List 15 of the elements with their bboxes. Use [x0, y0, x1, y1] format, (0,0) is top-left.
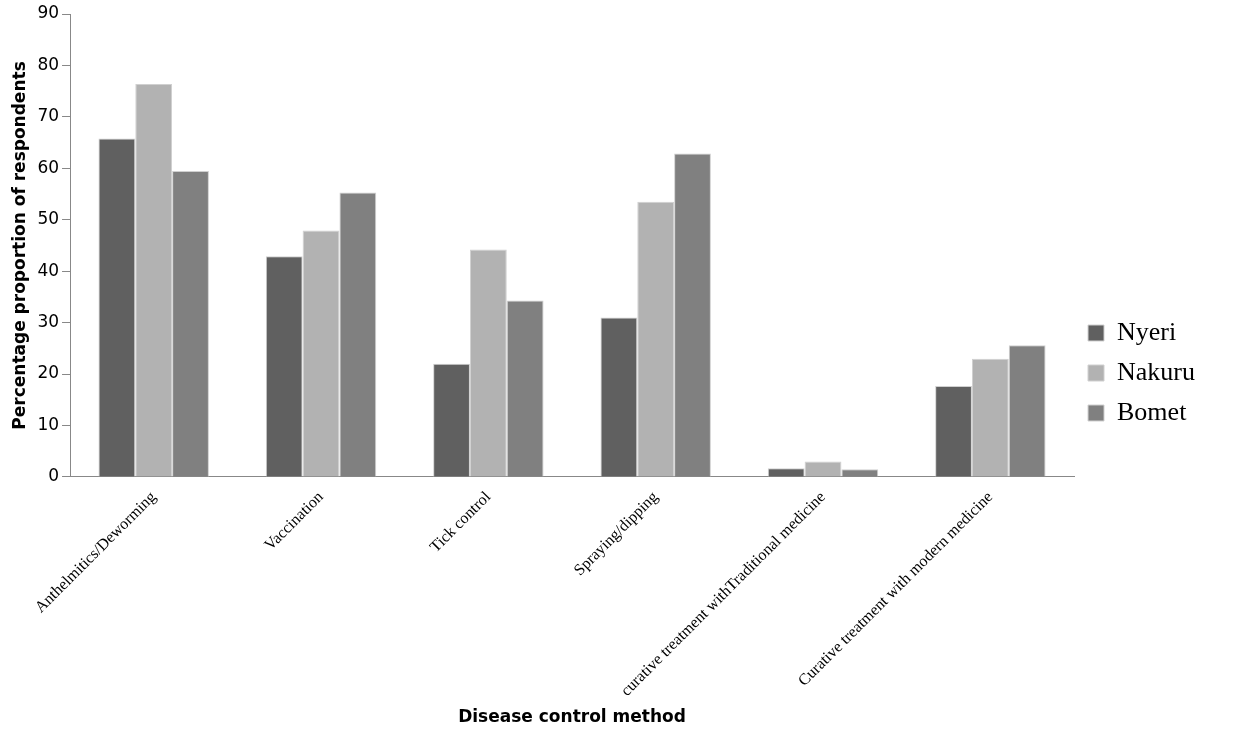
y-tick-label: 70	[37, 105, 60, 126]
y-tick-label: 0	[48, 465, 60, 486]
y-tick-label: 80	[37, 53, 60, 74]
x-axis-title: Disease control method	[458, 706, 686, 727]
y-tick-label: 60	[37, 156, 60, 177]
y-axis-title: Percentage proportion of respondents	[8, 61, 29, 430]
y-tick-label: 50	[37, 208, 60, 229]
legend-label: Bomet	[1117, 396, 1188, 426]
legend-label: Nakuru	[1117, 356, 1196, 386]
y-tick-label: 20	[37, 362, 60, 383]
y-tick-label: 40	[37, 259, 60, 280]
y-tick-label: 30	[37, 311, 60, 332]
y-tick-label: 90	[37, 2, 60, 23]
legend-label: Nyeri	[1117, 316, 1177, 346]
y-tick-label: 10	[37, 413, 60, 434]
